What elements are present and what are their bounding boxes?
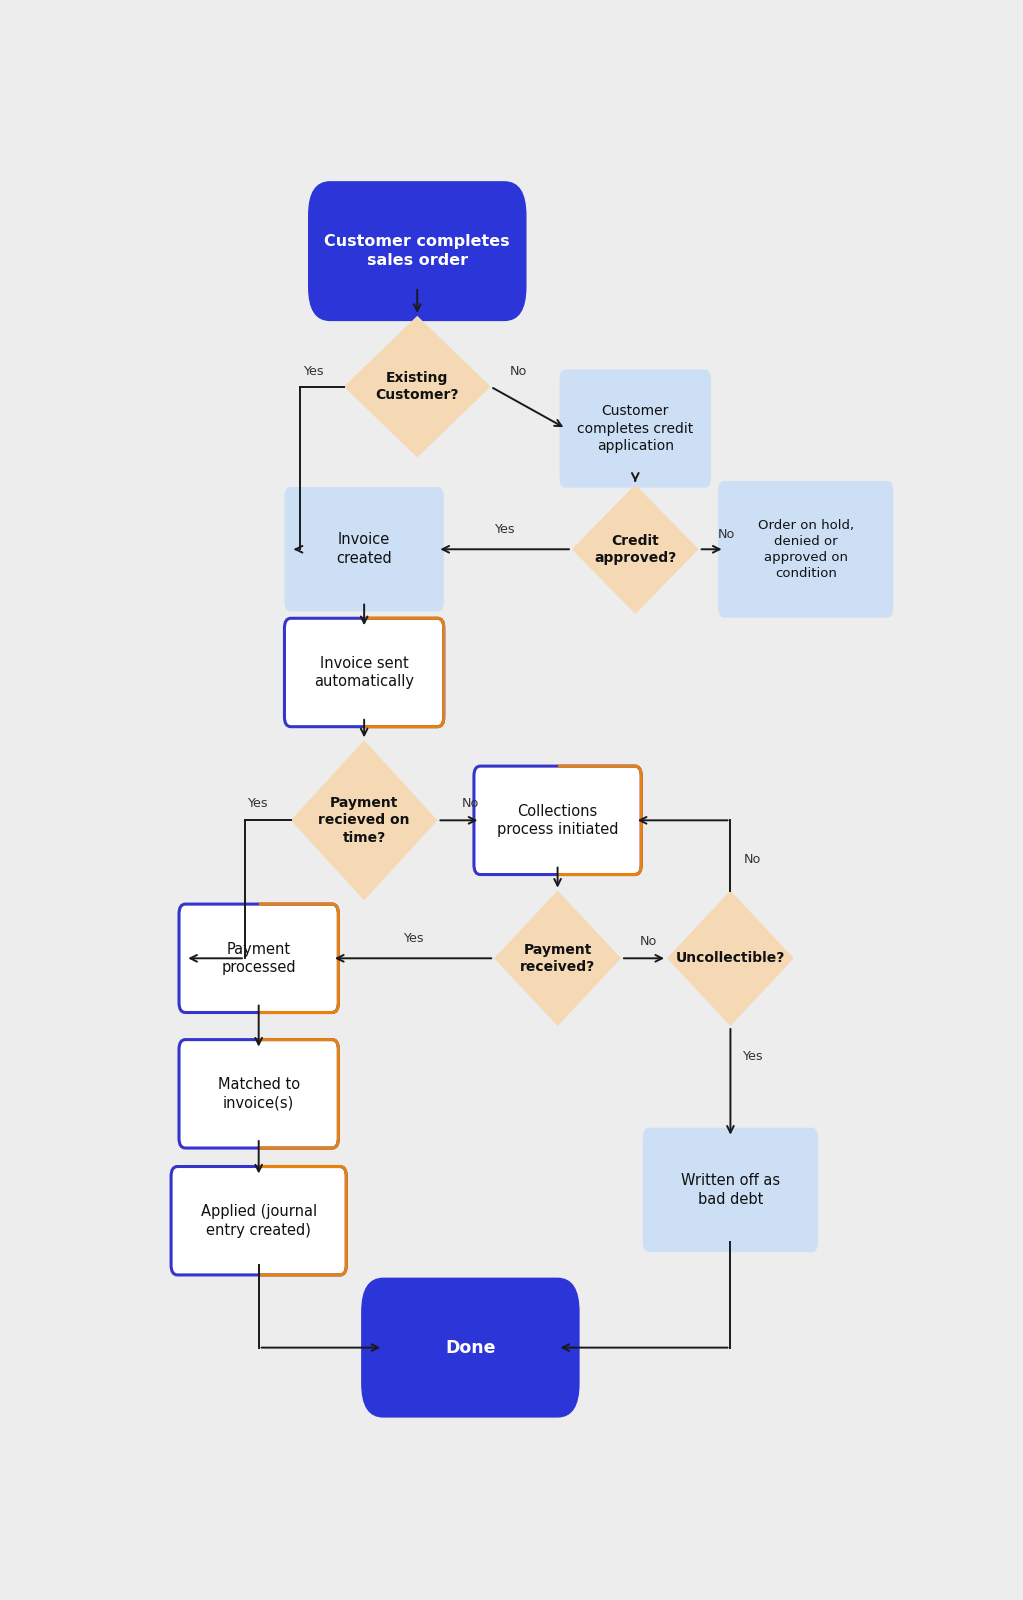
FancyBboxPatch shape	[474, 766, 641, 875]
Text: Written off as
bad debt: Written off as bad debt	[681, 1173, 780, 1206]
Text: Existing
Customer?: Existing Customer?	[375, 371, 459, 402]
Text: No: No	[509, 365, 527, 378]
FancyBboxPatch shape	[642, 1128, 818, 1253]
Text: Payment
processed: Payment processed	[221, 941, 296, 974]
Text: Yes: Yes	[403, 933, 424, 946]
Text: Done: Done	[445, 1339, 495, 1357]
FancyBboxPatch shape	[308, 181, 527, 322]
Polygon shape	[291, 741, 438, 901]
Polygon shape	[344, 315, 491, 458]
Text: No: No	[462, 797, 480, 810]
Text: Customer completes
sales order: Customer completes sales order	[324, 234, 510, 267]
Text: Customer
completes credit
application: Customer completes credit application	[577, 405, 694, 453]
Text: Payment
recieved on
time?: Payment recieved on time?	[318, 797, 410, 845]
Text: Uncollectible?: Uncollectible?	[676, 952, 785, 965]
Text: Yes: Yes	[304, 365, 324, 378]
Text: Payment
received?: Payment received?	[520, 942, 595, 974]
Text: Matched to
invoice(s): Matched to invoice(s)	[218, 1077, 300, 1110]
FancyBboxPatch shape	[560, 370, 711, 488]
Text: Invoice
created: Invoice created	[337, 533, 392, 566]
FancyBboxPatch shape	[284, 618, 444, 726]
FancyBboxPatch shape	[718, 482, 893, 618]
FancyBboxPatch shape	[171, 1166, 347, 1275]
Polygon shape	[572, 485, 699, 614]
Polygon shape	[667, 891, 794, 1026]
Text: Invoice sent
automatically: Invoice sent automatically	[314, 656, 414, 690]
FancyBboxPatch shape	[179, 904, 339, 1013]
Text: Collections
process initiated: Collections process initiated	[497, 803, 618, 837]
FancyBboxPatch shape	[361, 1278, 580, 1418]
Text: Yes: Yes	[494, 523, 515, 536]
FancyBboxPatch shape	[179, 1040, 339, 1149]
Text: Order on hold,
denied or
approved on
condition: Order on hold, denied or approved on con…	[758, 518, 854, 579]
Text: Applied (journal
entry created): Applied (journal entry created)	[201, 1203, 317, 1237]
Text: No: No	[718, 528, 736, 541]
Text: Yes: Yes	[248, 797, 268, 810]
Polygon shape	[494, 891, 621, 1026]
Text: No: No	[640, 934, 658, 947]
Text: Credit
approved?: Credit approved?	[594, 534, 676, 565]
Text: No: No	[744, 853, 761, 866]
FancyBboxPatch shape	[284, 486, 444, 611]
Text: Yes: Yes	[743, 1050, 763, 1064]
